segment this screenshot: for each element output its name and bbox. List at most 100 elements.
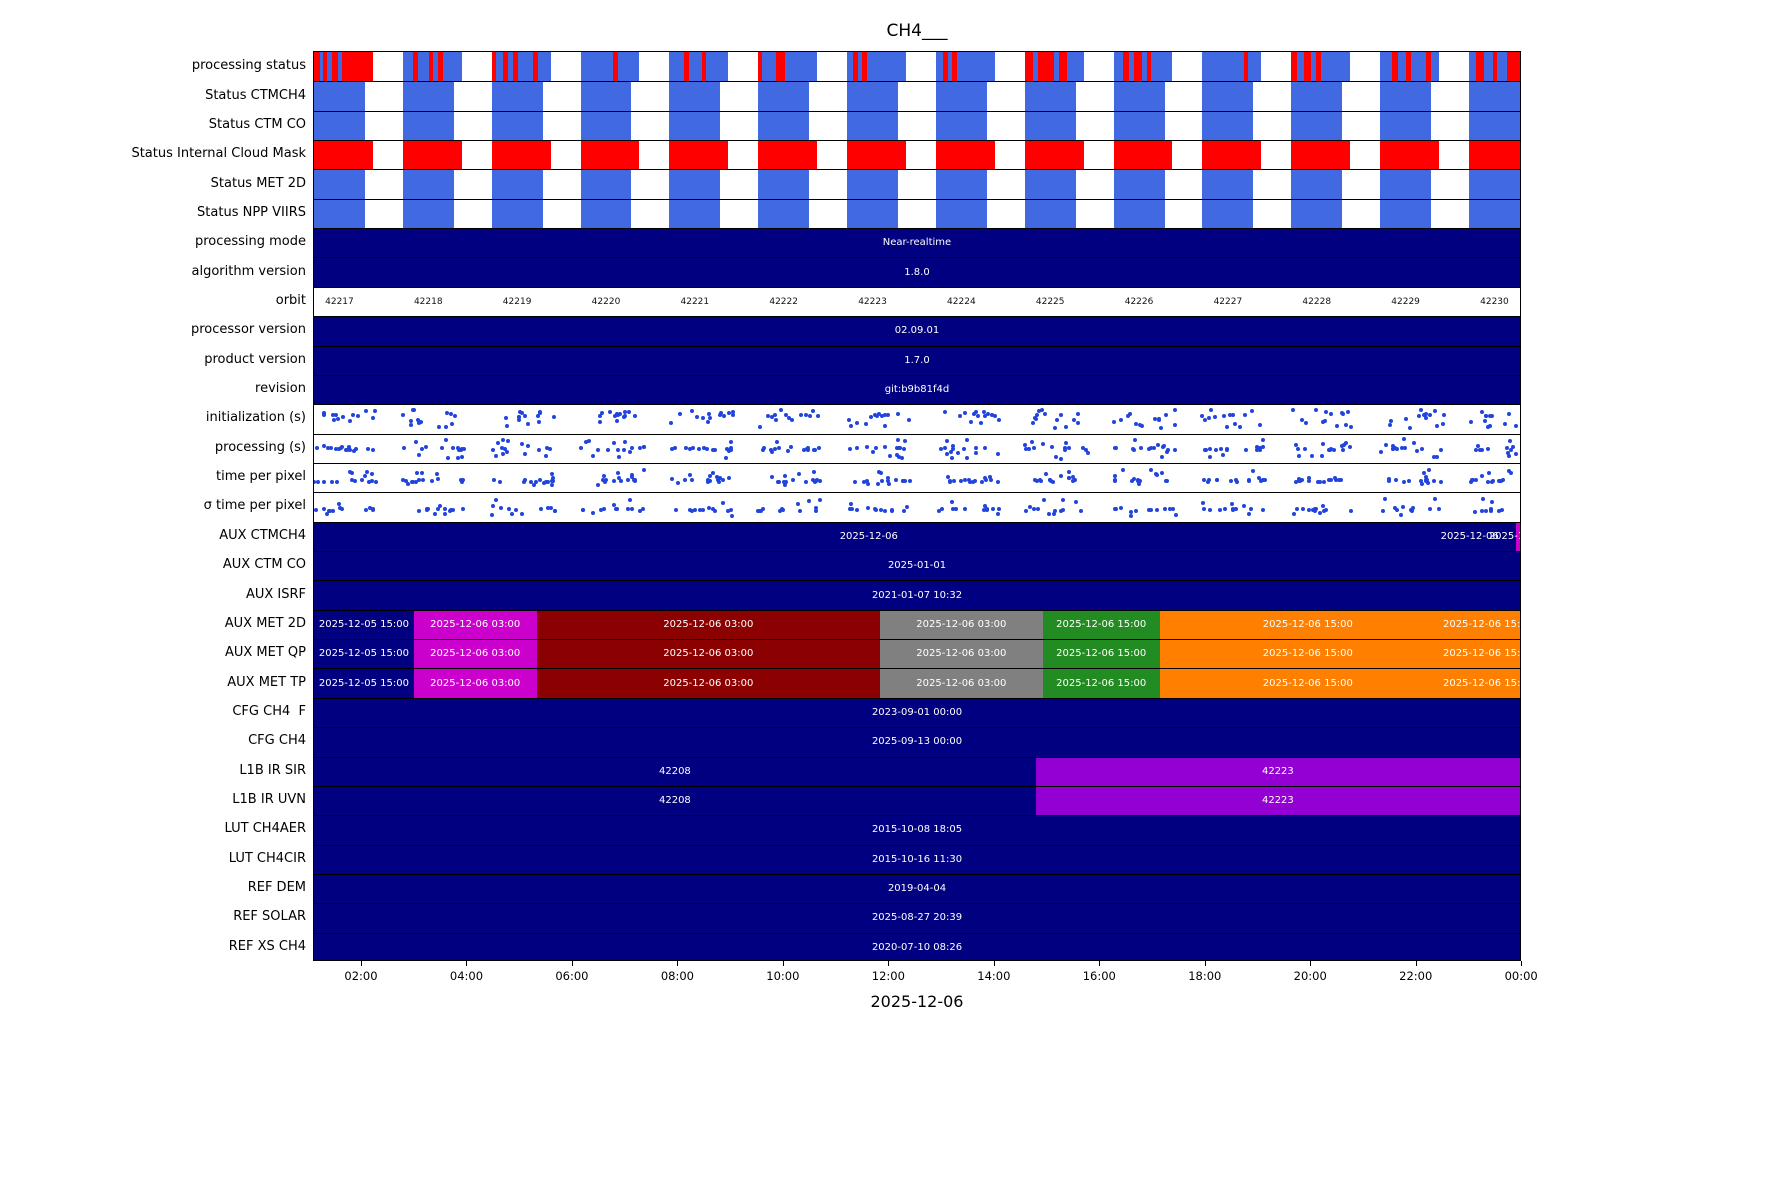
scatter-dot (1424, 478, 1429, 483)
scatter-dot (1387, 422, 1392, 427)
bar-segment: 2025-12-06 03:00 (879, 610, 1043, 640)
scatter-dot (707, 416, 712, 421)
scatter-dot (903, 439, 908, 444)
scatter-dot (804, 480, 809, 485)
scatter-dot (789, 417, 794, 422)
scatter-dot (437, 504, 442, 509)
scatter-dot (861, 479, 866, 484)
scatter-dot (625, 478, 630, 483)
scatter-dot (547, 446, 552, 451)
scatter-dot (1224, 425, 1229, 430)
scatter-dot (730, 513, 735, 518)
scatter-dot (615, 506, 620, 511)
scatter-dot (1255, 445, 1260, 450)
scatter-dot (1228, 413, 1233, 418)
bar-segment: 2025-09-13 00:00 (314, 728, 1520, 757)
bar-segment-label: 2025-12-06 03:00 (663, 677, 754, 689)
orbit-number: 42222 (769, 297, 798, 307)
scatter-dot (419, 419, 424, 424)
scatter-dot (701, 508, 706, 513)
scatter-dot (762, 446, 767, 451)
scatter-dot (1409, 507, 1414, 512)
status-block (1113, 141, 1173, 170)
scatter-dot (989, 478, 994, 483)
scatter-dot (907, 479, 912, 484)
scatter-dot (731, 412, 736, 417)
row-label-aux-met-qp: AUX MET QP (224, 645, 306, 661)
scatter-dot (1164, 449, 1169, 454)
lane-status-ctmch4 (314, 81, 1520, 111)
x-tick-label: 18:00 (1188, 969, 1222, 983)
bar-segment: 2025-12-06 15:00 (1443, 610, 1520, 640)
status-stripe (857, 52, 863, 82)
x-tick (571, 961, 573, 966)
scatter-dot (595, 483, 600, 488)
scatter-dot (883, 413, 888, 418)
scatter-dot (1497, 479, 1502, 484)
scatter-dot (1383, 497, 1388, 502)
scatter-dot (988, 475, 993, 480)
scatter-dot (783, 480, 788, 485)
status-block (669, 141, 729, 170)
scatter-dot (1246, 512, 1251, 517)
scatter-dot (1293, 443, 1298, 448)
status-stripe (1202, 52, 1244, 82)
scatter-dot (1249, 409, 1254, 414)
bar-segment-label: 42223 (1261, 765, 1294, 777)
scatter-dot (598, 508, 603, 513)
scatter-dot (1488, 507, 1493, 512)
status-stripe (532, 52, 538, 82)
status-block (580, 82, 632, 111)
scatter-dot (502, 446, 507, 451)
scatter-dot (879, 478, 884, 483)
status-stripe (1058, 52, 1068, 82)
scatter-dot (1129, 479, 1134, 484)
scatter-dot (962, 411, 967, 416)
scatter-dot (718, 413, 723, 418)
scatter-dot (460, 454, 465, 459)
status-stripe (1397, 52, 1407, 82)
orbit-number: 42223 (858, 297, 887, 307)
scatter-dot (330, 412, 335, 417)
row-label-revision: revision (255, 381, 306, 397)
scatter-dot (712, 509, 717, 514)
scatter-dot (1408, 425, 1413, 430)
status-block (1202, 111, 1254, 141)
scatter-dot (613, 413, 618, 418)
status-stripe (418, 52, 429, 82)
row-label-aux-ctmch4: AUX CTMCH4 (219, 527, 306, 543)
scatter-dot (498, 480, 503, 485)
scatter-dot (366, 446, 371, 451)
status-stripe (1380, 52, 1392, 82)
scatter-dot (409, 480, 414, 485)
scatter-dot (587, 438, 592, 443)
scatter-dot (1063, 447, 1068, 452)
scatter-dot (902, 446, 907, 451)
scatter-dot (1433, 497, 1438, 502)
scatter-dot (816, 445, 821, 450)
status-stripe (402, 52, 414, 82)
scatter-dot (973, 478, 978, 483)
scatter-dot (968, 419, 973, 424)
lane-l1b-ir-sir: 42208 42223 (314, 756, 1520, 786)
scatter-dot (725, 447, 730, 452)
scatter-dot (801, 447, 806, 452)
scatter-dot (877, 412, 882, 417)
scatter-dot (1112, 473, 1117, 478)
bar-segment-label: 2025-12-05 15:00 (318, 618, 409, 630)
scatter-dot (1348, 424, 1353, 429)
scatter-dot (1129, 513, 1134, 518)
scatter-dot (1440, 422, 1445, 427)
bar-segment: 2025-12-06 03:00 (536, 669, 880, 698)
bar-segment-label: 2025-12-06 15:00 (1056, 618, 1147, 630)
bar-segment: Near-realtime (314, 229, 1520, 258)
status-block (491, 141, 551, 170)
scatter-dot (1249, 506, 1254, 511)
scatter-dot (371, 448, 376, 453)
status-block (758, 82, 810, 111)
scatter-dot (518, 410, 523, 415)
scatter-dot (1419, 446, 1424, 451)
scatter-dot (1255, 448, 1260, 453)
bar-segment: 1.7.0 (314, 346, 1520, 375)
bar-segment-label: 2015-10-16 11:30 (871, 853, 963, 865)
